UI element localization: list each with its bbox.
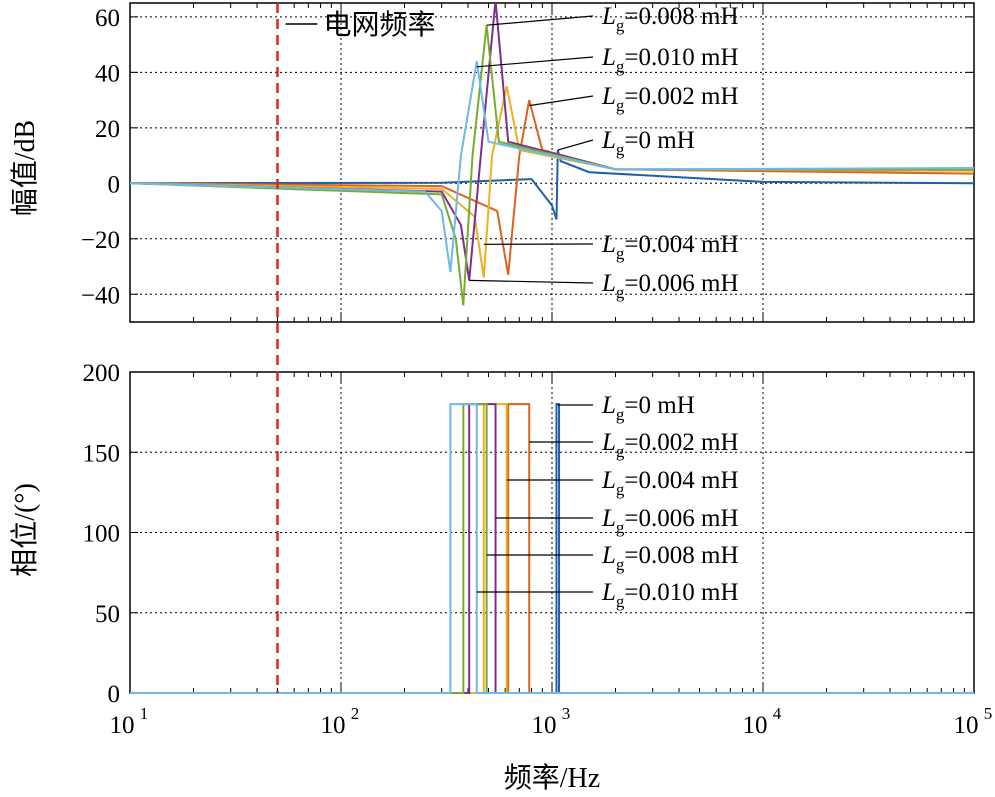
phase-panel: 200 150 100 50 0 10 1 10 2 10 3 10 4 10 5 Lg=0 mH Lg=0.0… — [83, 360, 993, 739]
y-tick-label: 20 — [95, 116, 120, 143]
frequency-axis-label: 频率/Hz — [504, 762, 600, 794]
magnitude-series-line — [130, 149, 974, 220]
series-annotation: Lg=0 mH — [601, 392, 695, 424]
x-tick-label: 10 — [532, 712, 557, 739]
series-annotation: Lg=0.006 mH — [601, 270, 739, 302]
x-tick-exponent: 3 — [562, 704, 571, 723]
y-tick-label: −20 — [81, 227, 120, 254]
y-tick-label: 50 — [95, 601, 120, 628]
y-tick-label: 150 — [83, 440, 121, 467]
phase-axis-label: 相位/(°) — [9, 483, 41, 577]
x-tick-label: 10 — [110, 712, 135, 739]
y-tick-label: 0 — [108, 681, 121, 708]
annotation-leader — [469, 279, 594, 284]
phase-series-line — [130, 403, 974, 694]
series-annotation: Lg=0.008 mH — [601, 542, 739, 574]
grid-frequency-label: 电网频率 — [323, 9, 435, 41]
x-tick-label: 10 — [321, 712, 346, 739]
series-annotation: Lg=0.002 mH — [601, 429, 739, 461]
x-tick-exponent: 5 — [984, 704, 993, 723]
x-tick-label: 10 — [743, 712, 768, 739]
annotation-leader — [476, 56, 594, 68]
x-tick-exponent: 4 — [773, 704, 782, 723]
magnitude-series-line — [130, 61, 974, 273]
y-tick-label: −40 — [81, 282, 120, 309]
series-annotation: Lg=0.004 mH — [601, 231, 739, 263]
magnitude-panel: 60 40 20 0 −20 −40 电网频率 Lg=0.008 mH Lg=0.010 mH L… — [81, 2, 975, 323]
annotation-leader — [557, 139, 594, 151]
y-tick-label: 40 — [95, 60, 120, 87]
x-tick-exponent: 2 — [351, 704, 360, 723]
y-tick-label: 0 — [108, 171, 121, 198]
x-tick-label: 10 — [954, 712, 979, 739]
series-annotation: Lg=0.002 mH — [601, 83, 739, 115]
series-annotation: Lg=0.008 mH — [601, 3, 739, 35]
magnitude-axis-label: 幅值/dB — [9, 120, 41, 216]
series-annotation: Lg=0.006 mH — [601, 505, 739, 537]
annotation-leader — [486, 15, 594, 26]
series-annotation: Lg=0 mH — [601, 127, 695, 159]
series-annotation: Lg=0.010 mH — [601, 579, 739, 611]
annotation-leader — [529, 95, 594, 107]
y-tick-label: 200 — [83, 360, 121, 387]
y-tick-label: 100 — [83, 521, 121, 548]
series-annotation: Lg=0.010 mH — [601, 44, 739, 76]
x-tick-exponent: 1 — [140, 704, 149, 723]
y-tick-label: 60 — [95, 5, 120, 32]
series-annotation: Lg=0.004 mH — [601, 467, 739, 499]
